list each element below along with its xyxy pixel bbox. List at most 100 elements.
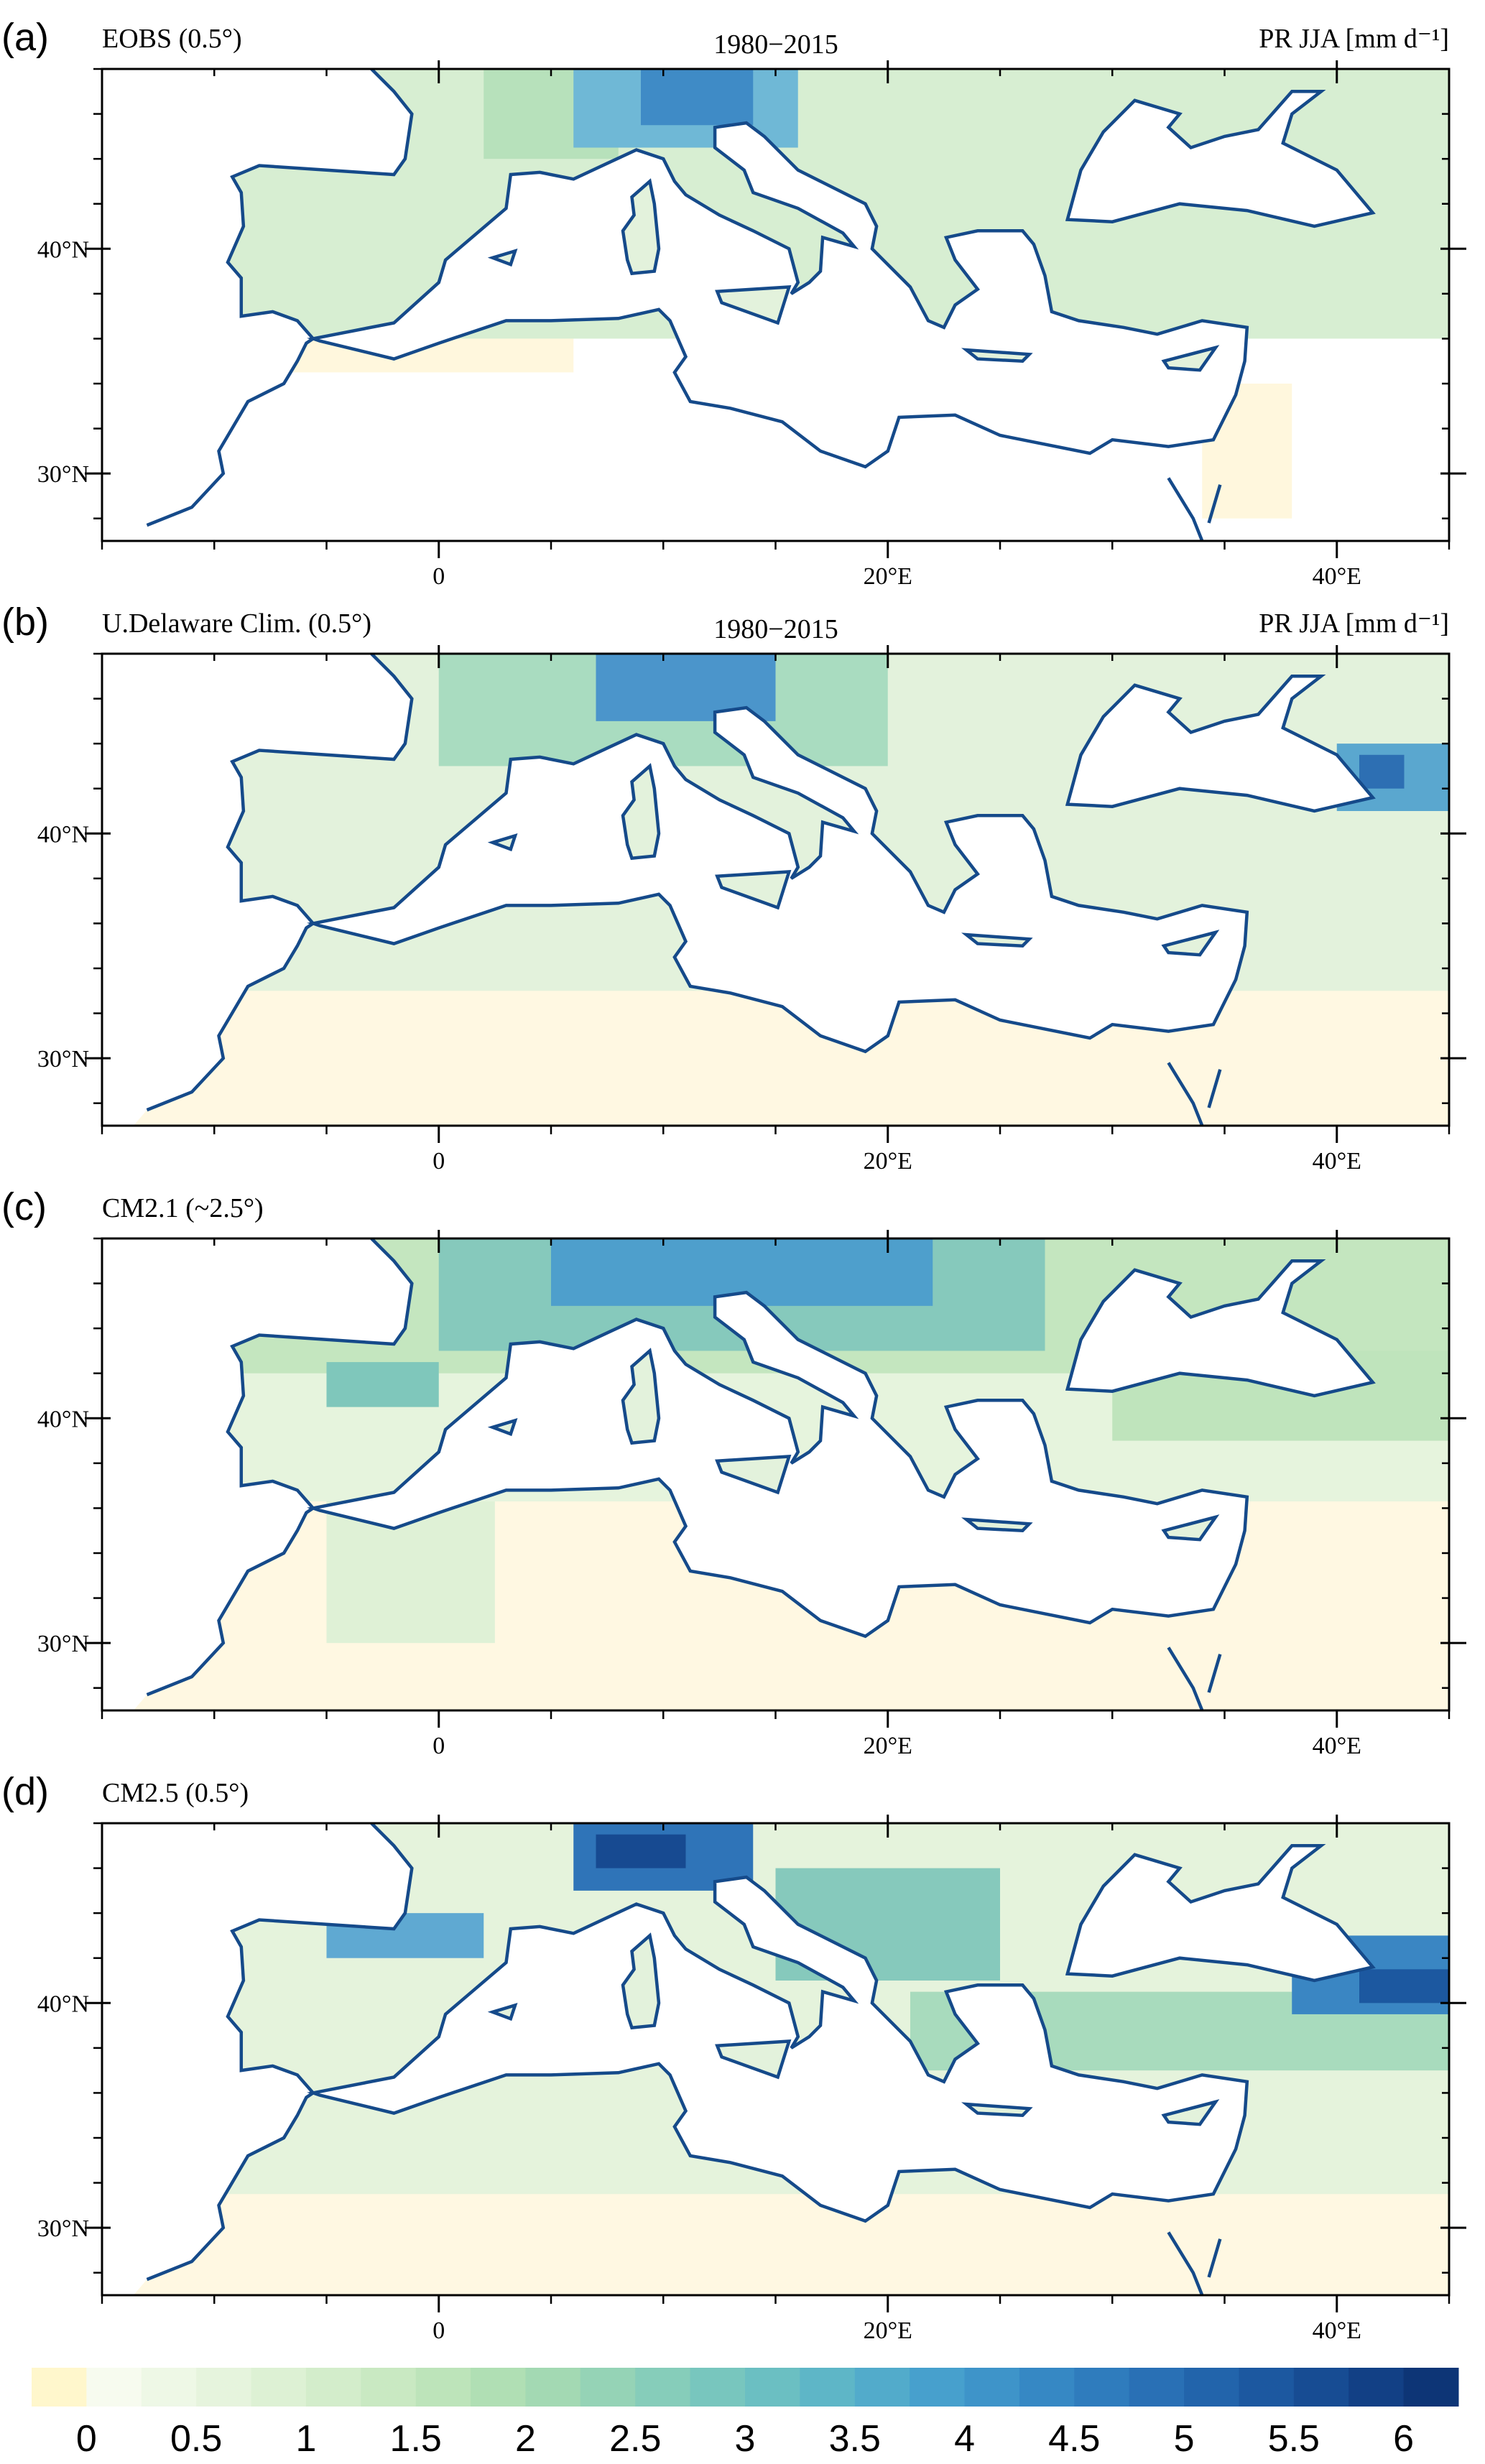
y-tick-label: 30°N	[37, 461, 89, 488]
coastline	[1207, 484, 1222, 524]
map-panel: 0 20°E 40°E 30°N 40°N (a) EOBS (0.5°) 1980−2015…	[1, 16, 1466, 590]
colorbar-box	[1403, 2368, 1459, 2407]
y-tick-label: 40°N	[37, 821, 89, 848]
colorbar-label: 6	[1393, 2418, 1414, 2460]
map-field	[102, 654, 1449, 1126]
colorbar-box	[196, 2368, 252, 2407]
coastline	[1167, 1062, 1204, 1126]
island	[487, 833, 518, 852]
colorbar-label: 1	[295, 2418, 316, 2460]
panel-title-center: 1980−2015	[713, 29, 838, 60]
y-tick-label: 40°N	[37, 236, 89, 263]
y-tick-label: 30°N	[37, 1046, 89, 1073]
coastline	[307, 705, 1249, 1054]
island	[715, 870, 792, 910]
x-tick-label: 0	[432, 1148, 445, 1175]
coastline	[1065, 1259, 1376, 1398]
colorbar-label: 1.5	[390, 2418, 442, 2460]
x-tick-label: 20°E	[864, 563, 912, 590]
island	[715, 2039, 792, 2080]
panel-title-left: CM2.5 (0.5°)	[102, 1778, 249, 1808]
coastline	[146, 1823, 414, 2282]
coastline	[1065, 90, 1376, 228]
coastline	[146, 1238, 414, 1697]
colorbar-label: 3	[735, 2418, 756, 2460]
map-panel: 0 20°E 40°E 30°N 40°N (d) CM2.5 (0.5°)	[1, 1770, 1466, 2344]
coastline	[1207, 1069, 1222, 1108]
island	[1161, 345, 1220, 372]
map-field	[102, 69, 1449, 541]
island	[961, 2102, 1033, 2117]
sea	[1067, 91, 1373, 226]
colorbar-box	[1129, 2368, 1185, 2407]
sea	[102, 654, 412, 1126]
colorbar-label: 3.5	[829, 2418, 881, 2460]
coastline	[1065, 1844, 1376, 1983]
colorbar-box	[32, 2368, 87, 2407]
island	[1161, 2099, 1220, 2126]
sea	[102, 69, 412, 541]
sea	[1067, 1845, 1373, 1981]
panel-title-left: CM2.1 (~2.5°)	[102, 1193, 264, 1223]
colorbar-box	[86, 2368, 142, 2407]
map-panel: 0 20°E 40°E 30°N 40°N (b) U.Delaware Clim. (0.…	[1, 601, 1466, 1175]
colorbar-box	[1348, 2368, 1405, 2407]
coastline	[1167, 477, 1204, 541]
island	[1161, 1514, 1220, 1542]
island	[961, 932, 1033, 948]
precip-field	[326, 1362, 439, 1407]
panel-label: (a)	[1, 16, 49, 59]
colorbar-label: 4.5	[1048, 2418, 1100, 2460]
colorbar-label: 5.5	[1268, 2418, 1320, 2460]
coastline	[307, 121, 1249, 469]
island	[621, 1932, 661, 2030]
map-field	[102, 1238, 1449, 1710]
sea	[102, 1823, 412, 2295]
colorbar-box	[854, 2368, 910, 2407]
precip-field	[102, 991, 1449, 1126]
y-tick-label: 40°N	[37, 1991, 89, 2017]
colorbar-label: 0.5	[170, 2418, 222, 2460]
coastline	[146, 69, 414, 527]
x-tick-label: 40°E	[1313, 1148, 1361, 1175]
coastline	[307, 1875, 1249, 2223]
colorbar-box	[690, 2368, 746, 2407]
colorbar-box	[415, 2368, 471, 2407]
colorbar-box	[1293, 2368, 1349, 2407]
panel-label: (d)	[1, 1770, 49, 1813]
island	[621, 763, 661, 861]
colorbar-label: 0	[76, 2418, 97, 2460]
y-tick-label: 40°N	[37, 1406, 89, 1432]
x-tick-label: 40°E	[1313, 2317, 1361, 2344]
colorbar-label: 5	[1174, 2418, 1195, 2460]
precip-field	[102, 2194, 1449, 2295]
panel-title-left: U.Delaware Clim. (0.5°)	[102, 608, 371, 639]
island	[715, 1455, 792, 1495]
island	[1161, 930, 1220, 957]
colorbar-label: 2	[515, 2418, 536, 2460]
island	[961, 1517, 1033, 1532]
panel-title-right: PR JJA [mm d⁻¹]	[1259, 24, 1449, 54]
panel-title-left: EOBS (0.5°)	[102, 24, 242, 54]
colorbar-label: 2.5	[609, 2418, 661, 2460]
island	[487, 1417, 518, 1437]
x-tick-label: 20°E	[864, 1733, 912, 1759]
colorbar-box	[141, 2368, 197, 2407]
x-tick-label: 0	[432, 563, 445, 590]
x-tick-label: 40°E	[1313, 563, 1361, 590]
colorbar-box	[910, 2368, 966, 2407]
colorbar-box	[1074, 2368, 1130, 2407]
x-tick-label: 0	[432, 1733, 445, 1759]
coastline	[1065, 675, 1376, 813]
coastline	[146, 654, 414, 1112]
colorbar-box	[964, 2368, 1020, 2407]
coastline	[307, 1290, 1249, 1639]
panel-label: (b)	[1, 601, 49, 644]
x-tick-label: 40°E	[1313, 1733, 1361, 1759]
island	[487, 248, 518, 267]
map-field	[102, 1823, 1449, 2295]
colorbar-box	[1239, 2368, 1295, 2407]
x-tick-label: 20°E	[864, 1148, 912, 1175]
colorbar-box	[1019, 2368, 1075, 2407]
